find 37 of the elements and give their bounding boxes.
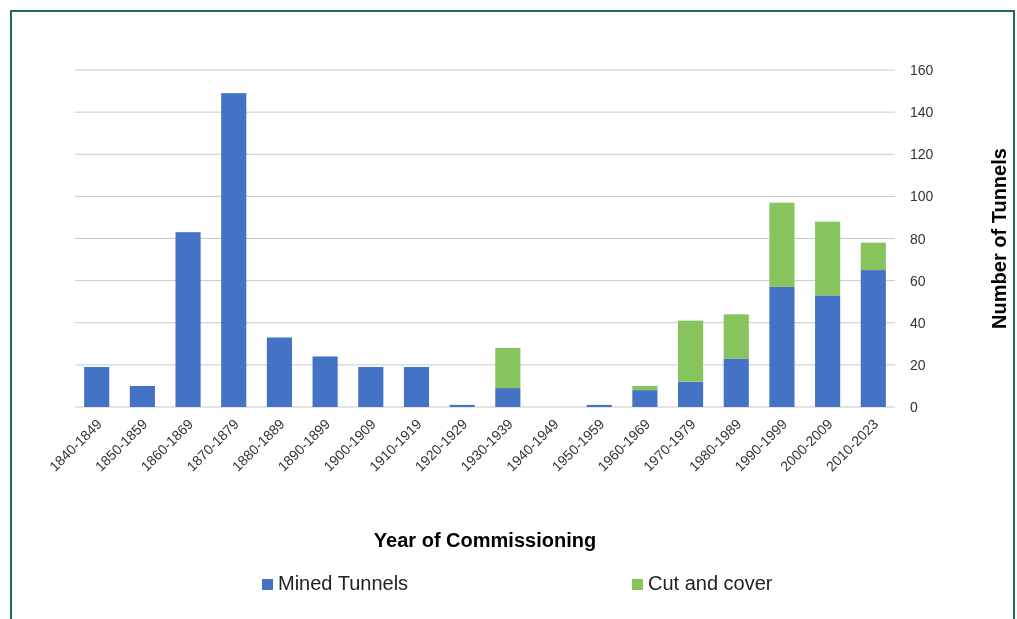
- legend-label: Mined Tunnels: [278, 572, 409, 594]
- bar: [221, 93, 247, 407]
- bar: [860, 242, 886, 271]
- bar: [678, 381, 704, 407]
- bar: [449, 404, 475, 407]
- bar: [815, 295, 841, 407]
- bar: [815, 221, 841, 296]
- y-tick-label: 20: [910, 356, 926, 373]
- y-tick-label: 160: [910, 62, 934, 78]
- bar: [495, 348, 521, 389]
- y-tick-label: 140: [910, 104, 934, 121]
- bar: [723, 314, 749, 359]
- bar: [129, 385, 155, 407]
- bar: [769, 286, 795, 407]
- bar: [860, 270, 886, 407]
- y-tick-label: 100: [910, 188, 934, 205]
- y-tick-label: 0: [910, 399, 918, 415]
- bar: [403, 366, 430, 407]
- y-tick-label: 120: [910, 146, 934, 163]
- bar: [312, 356, 338, 407]
- bar: [266, 337, 292, 407]
- bar: [495, 388, 521, 407]
- bar: [175, 232, 201, 407]
- legend-label: Cut and cover: [648, 572, 773, 594]
- y-axis-title: Number of Tunnels: [988, 148, 1010, 329]
- bar: [678, 320, 704, 382]
- x-axis-title: Year of Commissioning: [373, 529, 597, 551]
- bar: [632, 385, 658, 391]
- bar: [769, 202, 795, 287]
- bar: [84, 366, 110, 407]
- y-tick-label: 80: [910, 230, 926, 247]
- y-tick-label: 40: [910, 314, 926, 331]
- bar: [586, 404, 612, 407]
- bar: [358, 366, 384, 407]
- bar: [632, 390, 658, 407]
- y-tick-label: 60: [910, 272, 926, 289]
- bar: [723, 358, 749, 407]
